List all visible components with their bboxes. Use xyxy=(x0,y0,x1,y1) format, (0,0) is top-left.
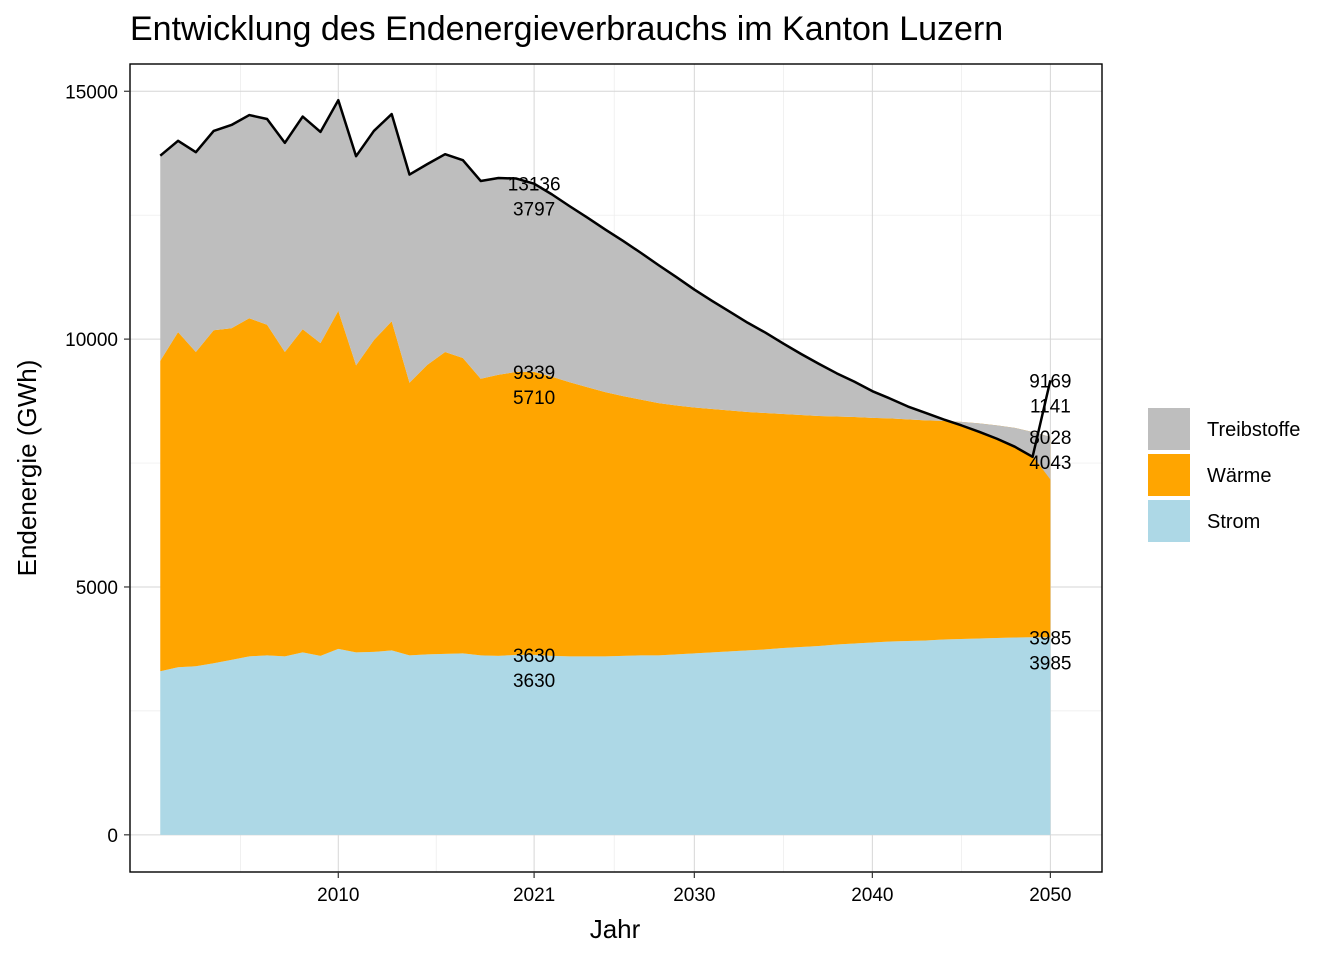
data-label: 3630 xyxy=(513,646,555,667)
legend-key-wärme xyxy=(1148,454,1190,496)
y-tick-label: 15000 xyxy=(65,82,118,103)
area-treibstoffe xyxy=(160,100,1051,480)
data-label: 3797 xyxy=(513,200,555,221)
total-line xyxy=(159,98,1052,459)
data-labels: 13136 3797 9339 5710 3630 3630 9169 1141 8028 404… xyxy=(508,175,1072,692)
total-line-layer xyxy=(159,98,1052,459)
y-axis: 0 5000 10000 15000 xyxy=(65,82,130,847)
area-wärme xyxy=(160,310,1051,672)
x-tick-label: 2040 xyxy=(851,885,893,906)
data-label: 1141 xyxy=(1030,396,1071,417)
data-label: 9169 xyxy=(1029,371,1071,392)
legend-label: Wärme xyxy=(1207,465,1271,487)
x-tick-label: 2030 xyxy=(673,885,715,906)
legend: Treibstoffe Wärme Strom xyxy=(1148,408,1300,542)
data-label: 13136 xyxy=(508,175,561,196)
y-tick-label: 0 xyxy=(107,826,118,847)
y-tick-label: 5000 xyxy=(76,578,118,599)
chart-title: Entwicklung des Endenergieverbrauchs im … xyxy=(130,10,1003,48)
plot-panel-border xyxy=(129,63,1103,873)
data-label: 8028 xyxy=(1029,428,1071,449)
data-label: 9339 xyxy=(513,363,555,384)
y-axis-title: Endenergie (GWh) xyxy=(12,360,42,577)
x-tick-label: 2021 xyxy=(513,885,555,906)
data-label: 5710 xyxy=(513,388,555,409)
legend-key-strom xyxy=(1148,500,1190,542)
y-tick-label: 10000 xyxy=(65,330,118,351)
legend-key-treibstoffe xyxy=(1148,408,1190,450)
x-axis: 2010 2021 2030 2040 2050 xyxy=(317,872,1072,906)
data-label: 4043 xyxy=(1029,453,1071,474)
x-axis-title: Jahr xyxy=(590,914,641,944)
data-label: 3985 xyxy=(1029,653,1071,674)
x-tick-label: 2010 xyxy=(317,885,359,906)
data-label: 3985 xyxy=(1029,628,1071,649)
data-label: 3630 xyxy=(513,671,555,692)
area-strom xyxy=(160,637,1051,835)
stacked-areas xyxy=(160,100,1051,835)
legend-label: Treibstoffe xyxy=(1207,419,1300,441)
x-tick-label: 2050 xyxy=(1029,885,1071,906)
legend-label: Strom xyxy=(1207,511,1260,533)
